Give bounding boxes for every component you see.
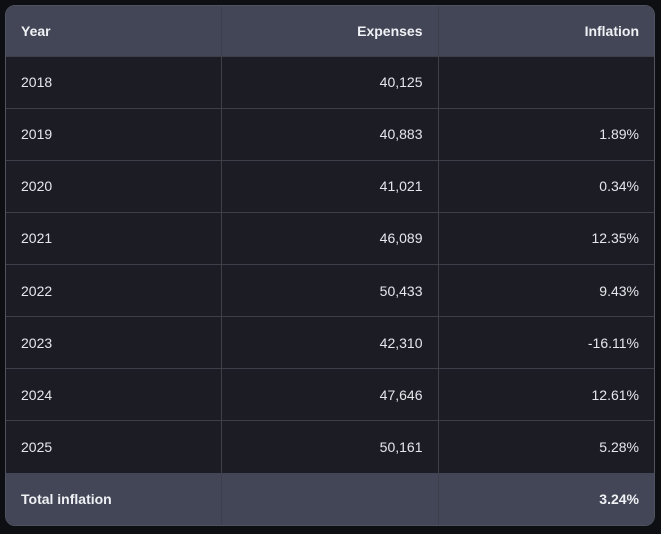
cell-inflation: 1.89%: [438, 108, 654, 161]
table-row: 2018 40,125: [6, 56, 654, 109]
cell-inflation: 12.61%: [438, 368, 654, 422]
cell-inflation: 5.28%: [599, 439, 639, 456]
cell-expenses: 50,433: [221, 264, 439, 318]
cell-inflation: 12.35%: [438, 212, 654, 266]
cell-year: 2021: [6, 212, 222, 266]
table-row: 2021 46,089 12.35%: [6, 212, 654, 266]
expenses-table-container: Year Expenses Inflation 2018 40,125 2019…: [5, 5, 655, 526]
cell-year: 2020: [6, 160, 222, 213]
cell-inflation: -16.11%: [438, 316, 654, 370]
cell-expenses: 40,125: [221, 56, 439, 109]
expenses-table: Year Expenses Inflation 2018 40,125 2019…: [6, 6, 654, 525]
table-row: 2022 50,433 9.43%: [6, 264, 654, 318]
cell-year: 2022: [6, 264, 222, 318]
cell-year: 2023: [6, 316, 222, 370]
table-row: 2019 40,883 1.89%: [6, 108, 654, 161]
column-header-expenses[interactable]: Expenses: [221, 6, 439, 57]
table-header-row: Year Expenses Inflation: [6, 6, 654, 57]
table-row: 2023 42,310 -16.11%: [6, 316, 654, 370]
footer-total-label: Total inflation: [6, 473, 222, 525]
cell-year: 2019: [6, 108, 222, 161]
column-header-inflation[interactable]: Inflation: [438, 6, 654, 57]
table-row: 2025 50,161 5.28%: [6, 420, 654, 473]
cell-inflation: 0.34%: [438, 160, 654, 213]
table-footer-row: Total inflation 3.24%: [6, 473, 654, 525]
cell-expenses: 50,161: [221, 420, 439, 473]
table-row: 2020 41,021 0.34%: [6, 160, 654, 213]
cell-expenses: 41,021: [221, 160, 439, 213]
cell-inflation: 9.43%: [438, 264, 654, 318]
footer-expenses: [221, 473, 439, 525]
cell-year: 2024: [6, 368, 222, 422]
footer-total-inflation: 3.24%: [438, 473, 654, 525]
cell-year: 2018: [6, 56, 222, 109]
column-header-year[interactable]: Year: [6, 6, 222, 57]
cell-inflation: [438, 56, 654, 109]
cell-expenses: 46,089: [221, 212, 439, 266]
cell-expenses: 42,310: [221, 316, 439, 370]
table-row: 2024 47,646 12.61%: [6, 368, 654, 422]
cell-expenses: 40,883: [221, 108, 439, 161]
cell-expenses: 47,646: [221, 368, 439, 422]
cell-year: 2025: [6, 420, 222, 473]
